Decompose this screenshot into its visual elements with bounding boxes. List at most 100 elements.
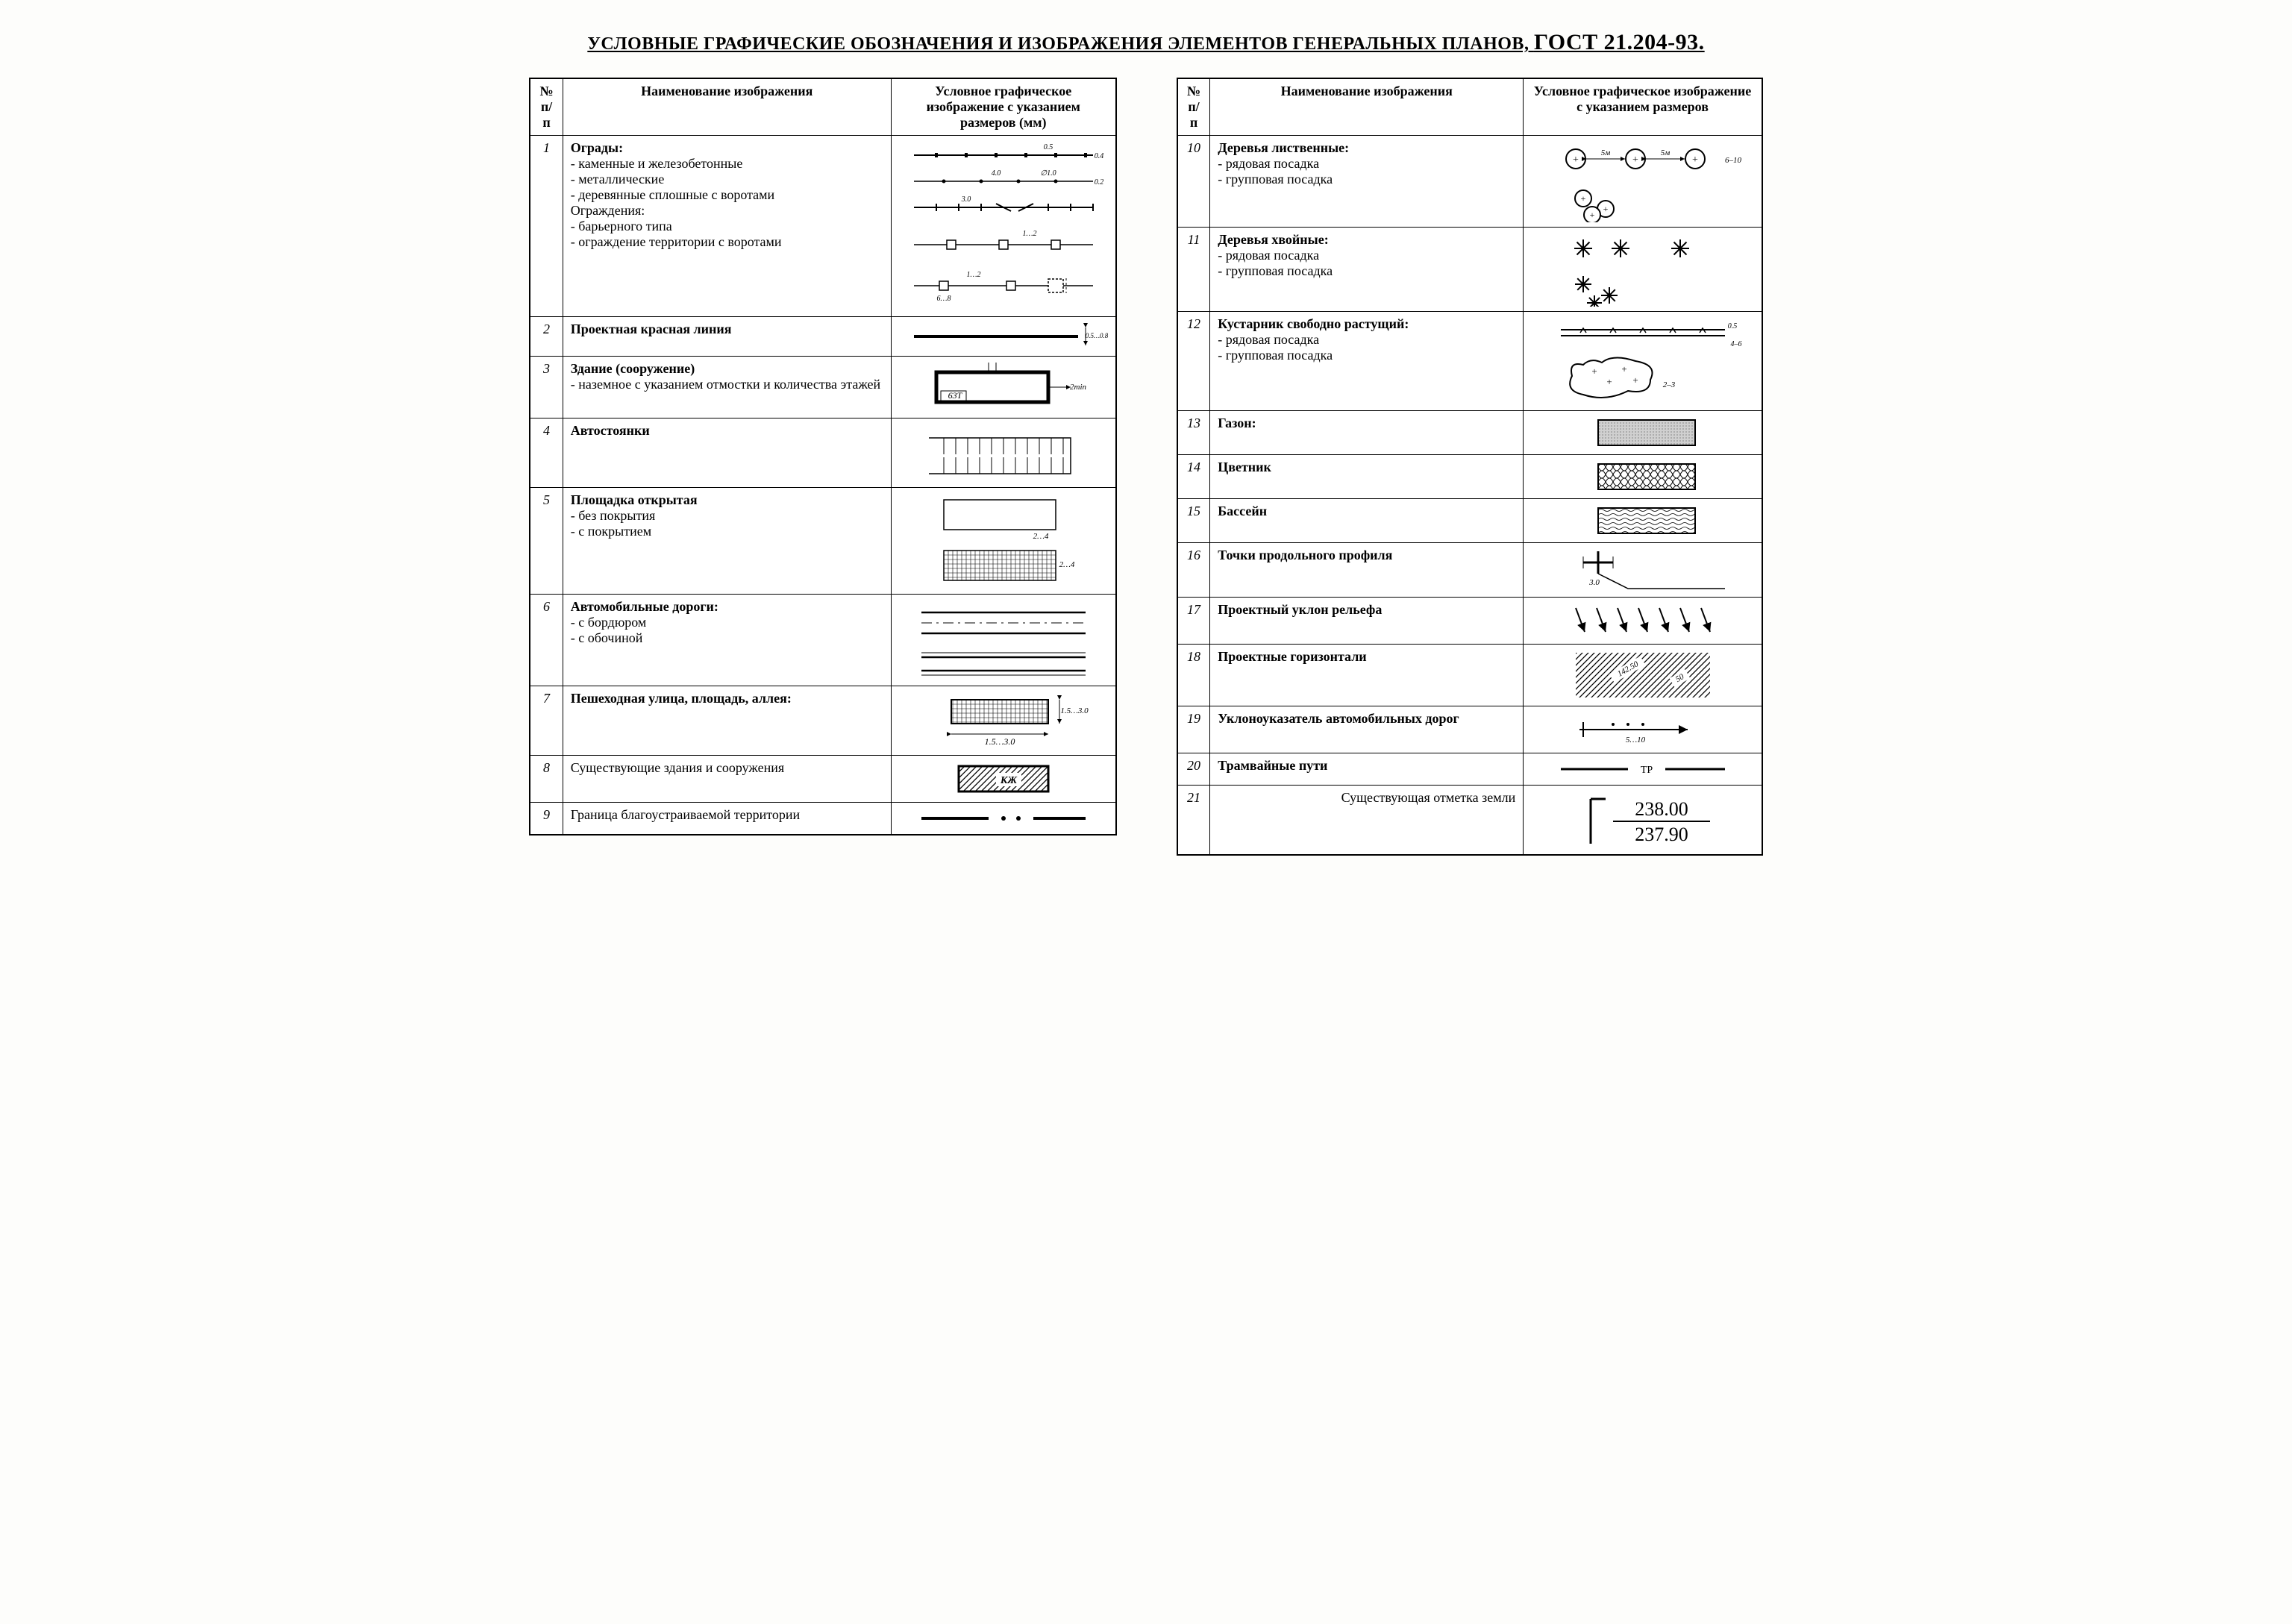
name-line: Кустарник свободно растущий: — [1218, 316, 1515, 332]
name-line: - ограждение территории с воротами — [571, 234, 883, 250]
row-name: Существующие здания и сооружения — [563, 756, 891, 803]
svg-text:+: + — [1692, 154, 1698, 166]
table-row: 20Трамвайные пути ТР — [1177, 753, 1762, 786]
name-line: Существующие здания и сооружения — [571, 760, 883, 776]
row-name: Трамвайные пути — [1210, 753, 1524, 786]
svg-text:6…8: 6…8 — [936, 295, 951, 303]
row-name: Бассейн — [1210, 499, 1524, 543]
symbol-pedestrian: 1.5…3.0 1.5…3.0 — [891, 686, 1116, 756]
name-line: - наземное с указанием отмостки и количе… — [571, 377, 883, 392]
svg-text:1.5…3.0: 1.5…3.0 — [984, 736, 1015, 747]
row-name: Деревья лиственные:- рядовая посадка- гр… — [1210, 136, 1524, 228]
row-number: 12 — [1177, 312, 1210, 411]
row-name: Пешеходная улица, площадь, аллея: — [563, 686, 891, 756]
gost-number: ГОСТ 21.204-93. — [1534, 30, 1705, 54]
row-number: 7 — [530, 686, 563, 756]
name-line: - рядовая посадка — [1218, 156, 1515, 172]
svg-text:1.5…3.0: 1.5…3.0 — [1060, 706, 1089, 715]
svg-text:5м: 5м — [1660, 148, 1670, 157]
page-title: УСЛОВНЫЕ ГРАФИЧЕСКИЕ ОБОЗНАЧЕНИЯ И ИЗОБР… — [45, 30, 2247, 55]
svg-text:+: + — [1606, 376, 1612, 387]
table-row: 17Проектный уклон рельефа — [1177, 598, 1762, 645]
svg-text:3.0: 3.0 — [1588, 578, 1600, 587]
row-number: 2 — [530, 317, 563, 357]
row-number: 5 — [530, 488, 563, 595]
svg-text:4–6: 4–6 — [1730, 340, 1741, 348]
svg-text:5м: 5м — [1600, 148, 1610, 157]
row-number: 19 — [1177, 706, 1210, 753]
row-number: 21 — [1177, 786, 1210, 856]
svg-text:238.00: 238.00 — [1635, 798, 1688, 820]
row-name: Автомобильные дороги:- с бордюром- с обо… — [563, 595, 891, 686]
name-line: Автомобильные дороги: — [571, 599, 883, 615]
symbol-existing: КЖ — [891, 756, 1116, 803]
symbol-platform: 2…4 2…4 — [891, 488, 1116, 595]
row-name: Газон: — [1210, 411, 1524, 455]
name-line: - барьерного типа — [571, 219, 883, 234]
svg-text:4.0: 4.0 — [992, 169, 1001, 178]
table-row: 21Существующая отметка земли 238.00 237.… — [1177, 786, 1762, 856]
name-line: - деревянные сплошные с воротами — [571, 187, 883, 203]
svg-text:+: + — [1580, 193, 1585, 204]
table-row: 8 Существующие здания и сооружения КЖ — [530, 756, 1116, 803]
symbol-slope — [1524, 598, 1762, 645]
row-number: 9 — [530, 803, 563, 835]
row-number: 10 — [1177, 136, 1210, 228]
row-name: Проектный уклон рельефа — [1210, 598, 1524, 645]
table-row: 18Проектные горизонтали 142.50 50 — [1177, 645, 1762, 706]
name-line: Ограды: — [571, 140, 883, 156]
row-number: 4 — [530, 418, 563, 488]
svg-text:+: + — [1589, 210, 1594, 220]
symbol-tram: ТР — [1524, 753, 1762, 786]
name-line: Деревья хвойные: — [1218, 232, 1515, 248]
name-line: - рядовая посадка — [1218, 332, 1515, 348]
row-number: 6 — [530, 595, 563, 686]
name-line: - с обочиной — [571, 630, 883, 646]
table-row: 7Пешеходная улица, площадь, аллея: 1.5…3… — [530, 686, 1116, 756]
row-number: 3 — [530, 357, 563, 418]
svg-text:0.4: 0.4 — [1095, 152, 1104, 160]
name-line: Автостоянки — [571, 423, 883, 439]
symbol-fences: 0.5 0.4 4.0 ∅1.0 0.2 3.0 1…2 1…2 6…8 — [891, 136, 1116, 317]
row-number: 8 — [530, 756, 563, 803]
row-number: 15 — [1177, 499, 1210, 543]
svg-text:КЖ: КЖ — [1000, 775, 1018, 786]
title-text: УСЛОВНЫЕ ГРАФИЧЕСКИЕ ОБОЗНАЧЕНИЯ И ИЗОБР… — [587, 34, 1534, 54]
col-name: Наименование изображения — [563, 78, 891, 136]
legend-table-left: № п/п Наименование изображения Условное … — [529, 78, 1117, 835]
symbol-road-slope: 5…10 — [1524, 706, 1762, 753]
row-number: 13 — [1177, 411, 1210, 455]
tables-container: № п/п Наименование изображения Условное … — [45, 78, 2247, 856]
svg-text:+: + — [1632, 374, 1638, 386]
name-line: Деревья лиственные: — [1218, 140, 1515, 156]
svg-text:2–3: 2–3 — [1662, 380, 1675, 389]
row-name: Проектные горизонтали — [1210, 645, 1524, 706]
svg-text:1…2: 1…2 — [1022, 230, 1036, 238]
svg-text:6–10: 6–10 — [1725, 156, 1742, 165]
row-name: Существующая отметка земли — [1210, 786, 1524, 856]
name-line: Граница благоустраиваемой территории — [571, 807, 883, 823]
table-row: 14Цветник — [1177, 455, 1762, 499]
row-name: Здание (сооружение)- наземное с указание… — [563, 357, 891, 418]
col-num: № п/п — [530, 78, 563, 136]
table-row: 19Уклоноуказатель автомобильных дорог 5…… — [1177, 706, 1762, 753]
table-row: 6Автомобильные дороги:- с бордюром- с об… — [530, 595, 1116, 686]
name-line: Проектный уклон рельефа — [1218, 602, 1515, 618]
symbol-boundary — [891, 803, 1116, 835]
name-line: Проектная красная линия — [571, 322, 883, 337]
svg-text:0.2: 0.2 — [1095, 178, 1104, 186]
symbol-profile: 3.0 — [1524, 543, 1762, 598]
col-num: № п/п — [1177, 78, 1210, 136]
name-line: Точки продольного профиля — [1218, 548, 1515, 563]
name-line: Проектные горизонтали — [1218, 649, 1515, 665]
symbol-pool — [1524, 499, 1762, 543]
row-name: Граница благоустраиваемой территории — [563, 803, 891, 835]
name-line: Газон: — [1218, 416, 1515, 431]
row-name: Автостоянки — [563, 418, 891, 488]
name-line: - без покрытия — [571, 508, 883, 524]
symbol-trees-decid: +++ 5м 5м 6–10 +++ — [1524, 136, 1762, 228]
svg-text:0.5…0.8: 0.5…0.8 — [1085, 332, 1107, 339]
symbol-trees-conif — [1524, 228, 1762, 312]
table-row: 2 Проектная красная линия 0.5…0.8 — [530, 317, 1116, 357]
table-row: 10Деревья лиственные:- рядовая посадка- … — [1177, 136, 1762, 228]
